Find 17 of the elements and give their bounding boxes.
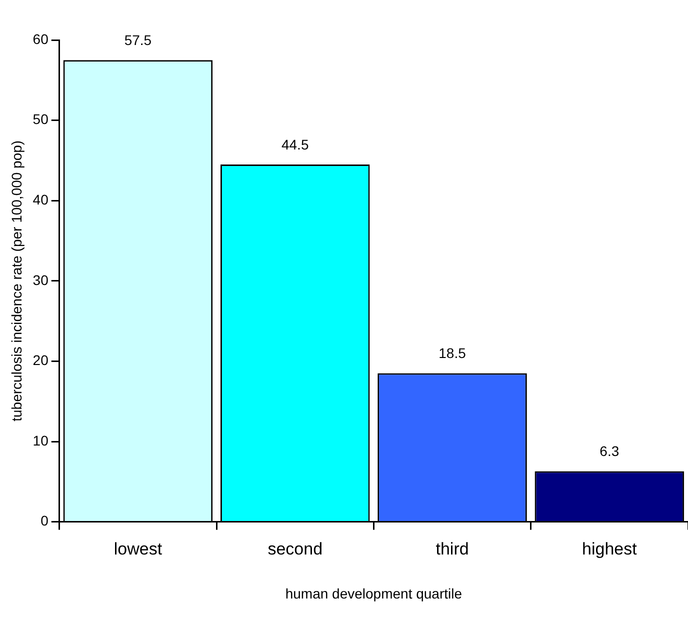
y-tick-label: 60 — [32, 30, 49, 47]
x-tick-label: third — [436, 540, 469, 559]
data-label: 6.3 — [600, 443, 620, 460]
y-axis-title: tuberculosis incidence rate (per 100,000 pop) — [8, 140, 24, 422]
x-tick-label: lowest — [114, 540, 162, 559]
y-tick-label: 10 — [32, 432, 49, 448]
data-label: 44.5 — [281, 136, 309, 152]
y-tick-label: 20 — [32, 352, 49, 368]
x-tick-label: highest — [582, 540, 638, 559]
y-tick-label: 30 — [32, 272, 49, 288]
y-tick-label: 0 — [40, 512, 49, 529]
y-tick-label: 40 — [32, 191, 49, 208]
x-tick-label: second — [268, 540, 323, 559]
data-label: 57.5 — [124, 32, 152, 48]
y-tick-label: 50 — [32, 111, 49, 128]
x-axis-title: human development quartile — [285, 585, 462, 602]
data-label: 18.5 — [438, 345, 466, 362]
